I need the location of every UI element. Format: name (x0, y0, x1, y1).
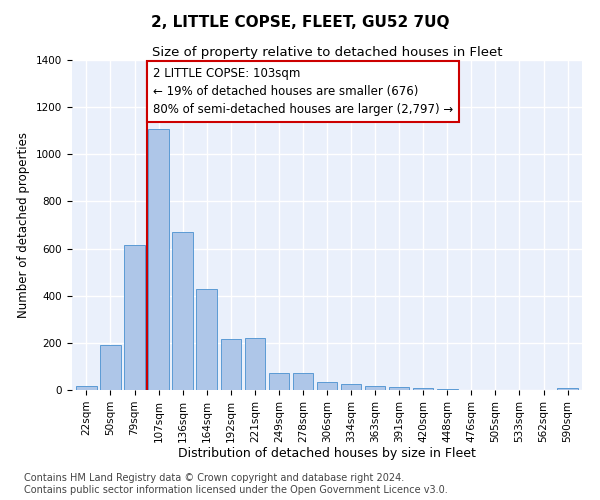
Y-axis label: Number of detached properties: Number of detached properties (17, 132, 31, 318)
Bar (124, 244, 145, 390)
Bar (221, 338, 241, 390)
Bar (341, 384, 361, 390)
Bar (100, 344, 121, 390)
Bar (172, 232, 193, 390)
Bar (317, 382, 337, 390)
Bar (148, 129, 169, 390)
Bar (293, 373, 313, 390)
Bar (365, 386, 385, 390)
Text: 2 LITTLE COPSE: 103sqm
← 19% of detached houses are smaller (676)
80% of semi-de: 2 LITTLE COPSE: 103sqm ← 19% of detached… (152, 68, 453, 116)
Text: 2, LITTLE COPSE, FLEET, GU52 7UQ: 2, LITTLE COPSE, FLEET, GU52 7UQ (151, 15, 449, 30)
Bar (413, 388, 433, 390)
Text: Contains HM Land Registry data © Crown copyright and database right 2024.
Contai: Contains HM Land Registry data © Crown c… (24, 474, 448, 495)
Bar (389, 387, 409, 390)
Bar (76, 386, 97, 390)
Bar (557, 388, 578, 390)
X-axis label: Distribution of detached houses by size in Fleet: Distribution of detached houses by size … (178, 448, 476, 460)
Bar (245, 338, 265, 390)
Bar (269, 373, 289, 390)
Title: Size of property relative to detached houses in Fleet: Size of property relative to detached ho… (152, 46, 502, 59)
Bar (196, 289, 217, 390)
